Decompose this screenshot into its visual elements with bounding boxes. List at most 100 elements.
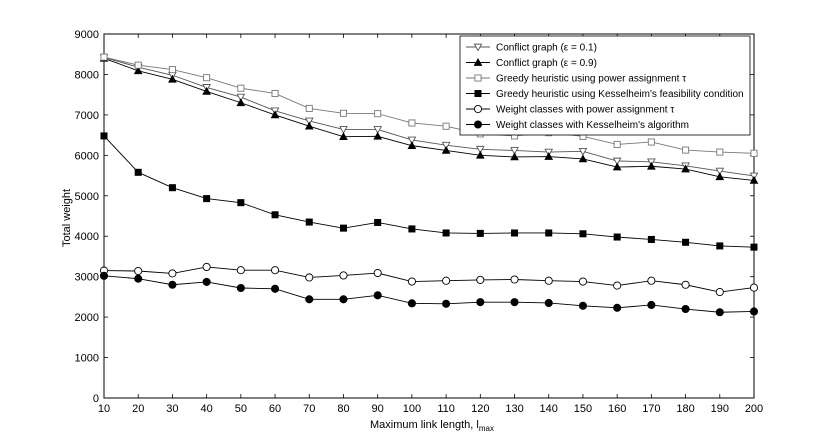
series-line [103,266,755,293]
data-point [305,273,314,282]
data-point [716,148,724,156]
x-tick-label: 140 [540,403,558,415]
series-5 [99,262,759,297]
data-point [305,104,313,112]
data-point [305,218,313,226]
data-point [271,266,280,275]
data-point [133,66,143,75]
legend-marker [474,74,482,82]
legend-label: Conflict graph (ε = 0.1) [496,43,597,54]
data-point [270,110,280,119]
data-point [681,164,690,173]
data-point [613,140,621,148]
legend-label: Conflict graph (ε = 0.9) [496,58,597,69]
data-point [441,145,451,154]
legend-entry: Conflict graph (ε = 0.1) [466,43,597,54]
data-point [168,66,176,74]
data-point [544,152,554,160]
data-point [304,117,314,126]
legend-entry: Greedy heuristic using power assignment … [466,74,686,85]
x-tick-label: 150 [574,403,592,415]
x-tick-label: 40 [201,403,213,415]
data-point [202,262,211,272]
legend-label: Greedy heuristic using Kesselheim's feas… [496,89,744,100]
data-point [544,298,553,308]
data-point [750,149,758,157]
x-tick-label: 110 [437,403,455,415]
data-point [305,295,314,304]
x-axis-label-subscript: max [479,424,494,433]
data-point [544,276,553,285]
data-point [442,122,450,130]
data-point [647,300,656,310]
y-tick-label: 5000 [75,191,99,203]
data-point [749,307,759,316]
legend-marker [473,43,483,52]
data-point [681,280,690,289]
legend-marker [473,120,483,129]
data-point [682,238,690,246]
data-point [715,287,724,297]
x-tick-label: 200 [745,403,763,415]
data-point [647,138,655,146]
data-point [442,229,450,237]
data-point [545,229,553,237]
data-point [168,269,177,278]
data-point [749,283,759,292]
data-point [236,98,246,107]
data-point [202,86,211,95]
data-point [373,126,383,134]
data-point [168,184,176,192]
x-tick-label: 20 [132,403,144,415]
series-4 [100,132,758,251]
data-point [716,242,724,250]
data-point [476,275,485,284]
x-axis-label-main: Maximum link length, l [370,419,479,431]
x-tick-label: 30 [166,403,178,415]
data-point [134,61,142,69]
data-point [134,266,143,276]
data-point [99,271,109,280]
y-tick-label: 8000 [75,69,99,81]
data-point [510,298,519,307]
data-point [304,121,314,130]
data-point [510,152,519,161]
series-line [103,57,755,177]
data-point [613,303,622,312]
y-tick-label: 7000 [75,110,99,122]
data-point [373,268,382,278]
data-point [613,233,621,241]
x-tick-label: 50 [235,403,247,415]
data-point [271,89,279,97]
data-point [374,110,382,118]
x-tick-label: 180 [676,403,694,415]
data-point [339,126,348,134]
y-tick-label: 3000 [75,272,99,284]
data-point [750,243,758,251]
series-line [103,57,755,181]
legend-entry: Weight classes with power assignment τ [466,105,674,116]
series-2 [99,53,759,184]
data-point [579,230,587,238]
axes: 10 20 30 40 50 60 70 80 90 100 110 120 130 140 150 160 1… [75,29,764,415]
data-point [237,84,245,92]
data-point [339,271,348,280]
y-tick-label: 0 [93,393,99,405]
data-point [203,74,211,82]
x-tick-label: 190 [711,403,729,415]
data-point [511,229,519,237]
data-point [681,304,690,314]
data-point [407,136,417,145]
data-point [100,132,108,140]
legend-marker [474,89,482,98]
data-point [373,291,382,300]
x-tick-label: 130 [505,403,523,415]
data-point [271,211,279,219]
y-tick-label: 2000 [75,312,99,324]
data-point [236,266,245,275]
data-point [100,53,108,61]
x-tick-label: 120 [471,403,489,415]
y-axis-label: Total weight [61,189,73,247]
data-point [647,161,656,170]
data-point [442,276,451,285]
